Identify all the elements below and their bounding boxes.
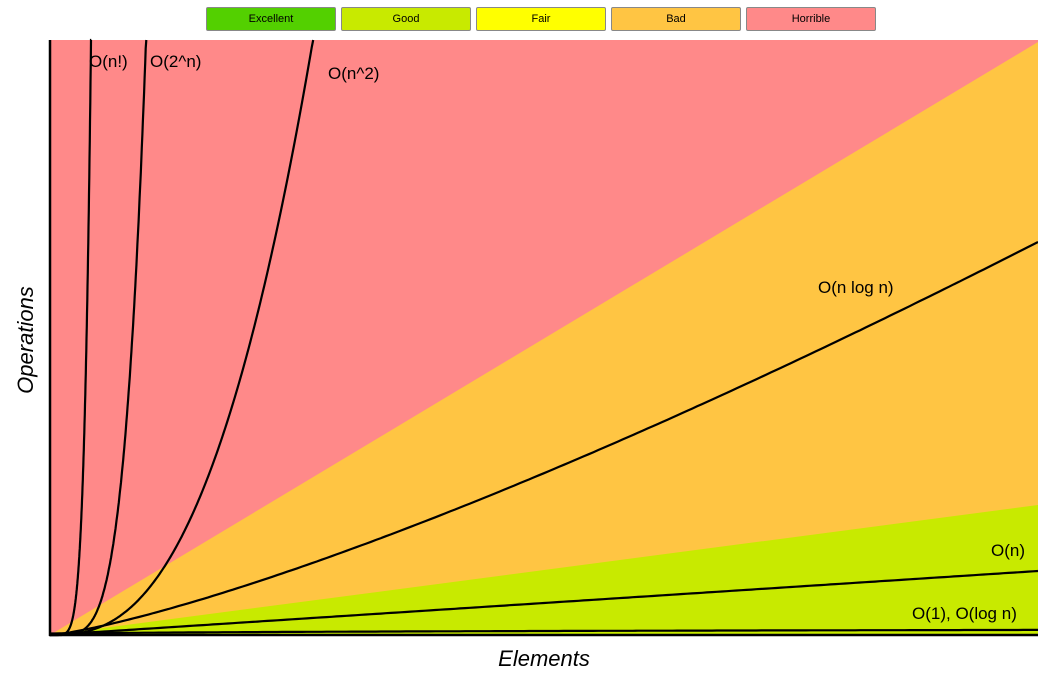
legend-item-fair: Fair [476, 7, 606, 31]
legend: Excellent Good Fair Bad Horrible [0, 7, 1038, 33]
label-o-n: O(n) [991, 541, 1025, 560]
curve-o-n-squared [50, 39, 315, 637]
label-o-2-n: O(2^n) [150, 52, 201, 71]
label-o-n-log-n: O(n log n) [818, 278, 894, 297]
curve-o-n-log-n [49, 241, 1038, 637]
legend-item-bad: Bad [611, 7, 741, 31]
y-axis-label: Operations [13, 286, 38, 394]
region-good [50, 505, 1038, 635]
label-o-n-squared: O(n^2) [328, 64, 379, 83]
label-o-1-log-n: O(1), O(log n) [912, 604, 1017, 623]
legend-item-horrible: Horrible [746, 7, 876, 31]
curve-o-n [49, 569, 1038, 637]
legend-item-excellent: Excellent [206, 7, 336, 31]
x-axis-label: Elements [498, 646, 590, 671]
label-o-n-factorial: O(n!) [89, 52, 128, 71]
legend-item-good: Good [341, 7, 471, 31]
region-bad [50, 42, 1038, 635]
curve-o-1-log-n [50, 628, 1038, 635]
